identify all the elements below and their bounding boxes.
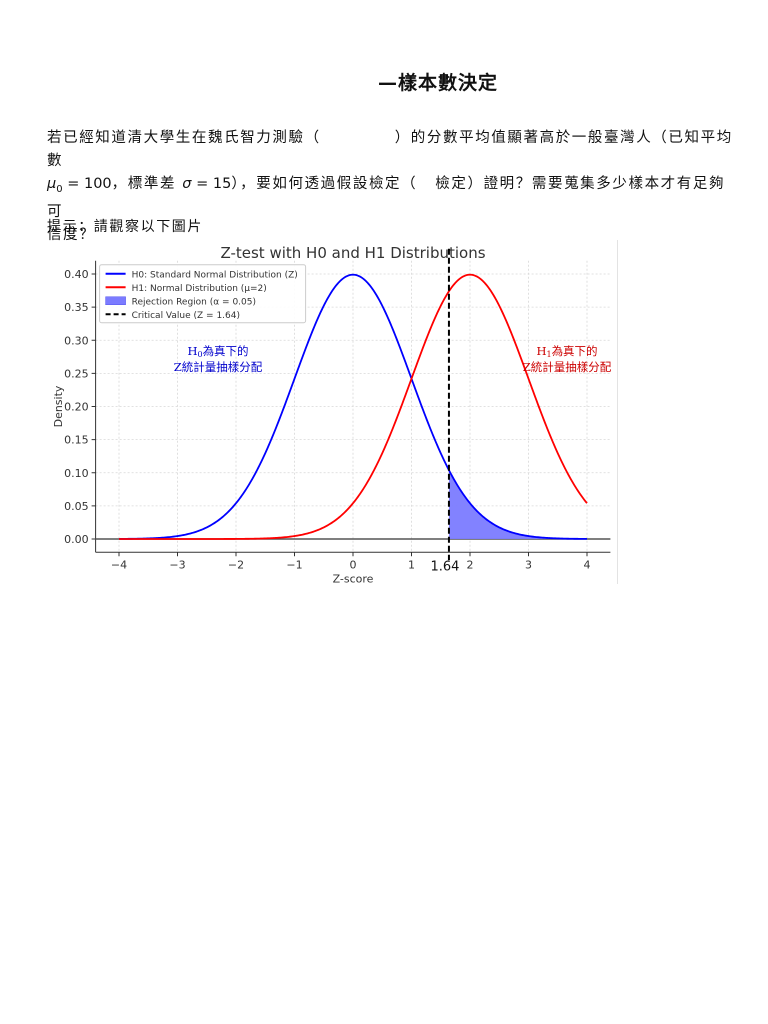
- y-axis-label: Density: [52, 385, 65, 427]
- y-tick-label: 0.35: [64, 301, 89, 314]
- question-line2-a: ，標準差: [111, 176, 177, 192]
- h0-annotation-line2: Z統計量抽樣分配: [174, 360, 263, 374]
- h1-annotation-line1: H1為真下的: [536, 344, 597, 359]
- y-tick-label: 0.20: [64, 401, 89, 414]
- y-tick-label: 0.30: [64, 334, 89, 347]
- y-tick-label: 0.15: [64, 434, 89, 447]
- question-line1-b: ）的分數平均值顯著高於一般臺灣人（已知平均數: [47, 130, 733, 169]
- h0-annotation-line1: H0為真下的: [187, 344, 248, 359]
- h0-curve: [118, 273, 588, 540]
- question-line2-c: 檢定）證明？需要蒐集多少樣本才有足夠可: [47, 176, 726, 220]
- z-test-chart: Z-test with H0 and H1 Distributions −4 −3 −…: [46, 238, 620, 586]
- legend-entry: H1: Normal Distribution (μ=2): [132, 284, 267, 294]
- sigma-expression: σ = 15: [182, 176, 232, 192]
- legend-entry: Critical Value (Z = 1.64): [132, 311, 240, 321]
- chart-title: Z-test with H0 and H1 Distributions: [220, 244, 485, 262]
- y-tick-label: 0.10: [64, 467, 89, 480]
- rejection-region: [448, 470, 587, 539]
- x-tick-label: 4: [584, 558, 591, 571]
- legend-box: [99, 264, 307, 324]
- y-tick-label: 0.40: [64, 268, 89, 281]
- x-axis-label: Z-score: [333, 572, 374, 585]
- mu-expression: μ0 = 100: [47, 176, 112, 195]
- x-tick-label: 2: [467, 558, 474, 571]
- legend-entry: Rejection Region (α = 0.05): [132, 297, 256, 307]
- x-tick-label: 0: [350, 558, 357, 571]
- chart-border: [617, 240, 618, 584]
- question-line3: 信度？: [47, 226, 96, 243]
- x-tick-label: −2: [228, 558, 244, 571]
- h1-curve: [119, 273, 588, 540]
- chart-canvas: Z-test with H0 and H1 Distributions −4 −3 −…: [52, 244, 612, 585]
- y-tick-label: 0.00: [64, 533, 89, 546]
- page-title: —樣本數決定: [378, 72, 499, 94]
- x-tick-label: 3: [525, 558, 532, 571]
- x-tick-label: −4: [111, 558, 127, 571]
- h1-annotation-line2: Z統計量抽樣分配: [523, 360, 612, 374]
- question-line1-a: 若已經知道清大學生在魏氏智力測驗（: [47, 130, 321, 146]
- y-tick-label: 0.05: [64, 500, 89, 513]
- question-paragraph: 若已經知道清大學生在魏氏智力測驗（ ）的分數平均值顯著高於一般臺灣人（已知平均數 …: [47, 127, 737, 247]
- legend-entry: H0: Standard Normal Distribution (Z): [132, 270, 298, 280]
- x-tick-label: 1: [408, 558, 415, 571]
- x-tick-label: −3: [169, 558, 185, 571]
- legend-rejection-swatch: [105, 296, 126, 305]
- critical-value-label: 1.64: [430, 559, 459, 574]
- question-line2-b: ），要如何透過假設檢定（: [231, 176, 418, 192]
- y-tick-label: 0.25: [64, 367, 89, 380]
- hint-text: 提示：請觀察以下圖片: [47, 219, 203, 235]
- x-tick-label: −1: [286, 558, 302, 571]
